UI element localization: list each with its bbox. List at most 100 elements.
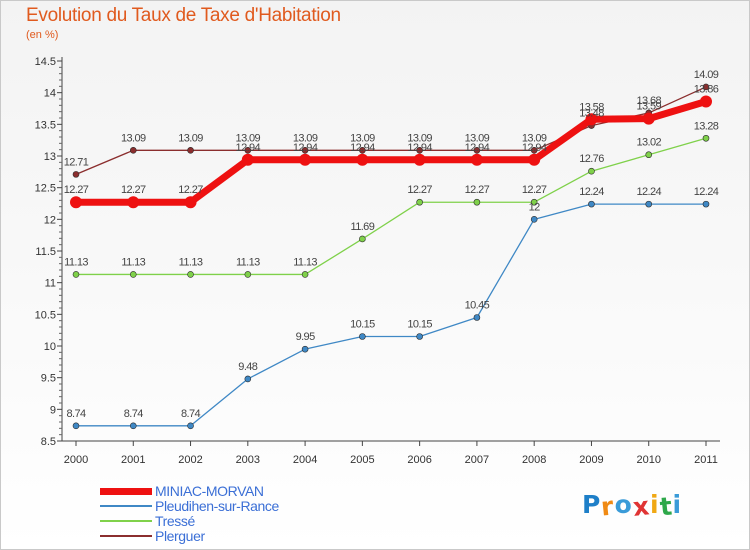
data-label-plerguer: 13.09 xyxy=(350,132,375,144)
data-point-pleudihen-sur-rance xyxy=(187,422,194,430)
data-label-plerguer: 13.09 xyxy=(293,132,318,144)
data-label-miniac-morvan: 12.94 xyxy=(350,142,375,154)
data-point-plerguer xyxy=(473,147,481,154)
x-tick-label: 2000 xyxy=(64,454,88,466)
data-point-pleudihen-sur-rance xyxy=(530,216,538,223)
data-label-plerguer: 13.09 xyxy=(522,132,547,144)
x-tick-label: 2003 xyxy=(236,454,260,466)
series-layer xyxy=(70,83,712,430)
legend-swatch xyxy=(100,535,152,537)
data-point-plerguer xyxy=(416,147,423,154)
data-label-miniac-morvan: 12.94 xyxy=(407,142,432,154)
y-tick-label: 11.5 xyxy=(35,246,56,258)
data-point-tresse xyxy=(473,198,481,206)
data-point-pleudihen-sur-rance xyxy=(416,333,423,340)
data-point-plerguer xyxy=(702,83,710,91)
data-point-miniac-morvan xyxy=(528,153,541,166)
data-point-pleudihen-sur-rance xyxy=(645,200,653,208)
data-point-pleudihen-sur-rance xyxy=(244,375,252,383)
data-label-tresse: 11.69 xyxy=(351,221,375,233)
data-label-miniac-morvan: 12.27 xyxy=(121,184,146,196)
data-point-miniac-morvan xyxy=(642,112,655,125)
data-label-miniac-morvan: 12.94 xyxy=(293,142,318,154)
data-label-miniac-morvan: 12.94 xyxy=(236,142,261,154)
y-tick-label: 14.5 xyxy=(35,56,56,68)
data-label-tresse: 12.27 xyxy=(465,184,490,196)
data-label-plerguer: 13.09 xyxy=(121,132,146,144)
data-label-plerguer: 13.09 xyxy=(236,132,261,144)
data-label-tresse: 12.27 xyxy=(407,184,432,196)
x-tick-label: 2007 xyxy=(465,454,489,466)
legend-label: Tressé xyxy=(155,513,195,529)
y-tick-label: 10.5 xyxy=(35,309,56,321)
legend-label: Pleudihen-sur-Rance xyxy=(155,498,279,514)
data-point-pleudihen-sur-rance xyxy=(359,333,366,340)
legend-item-tresse: Tressé xyxy=(100,513,360,529)
data-label-tresse: 13.02 xyxy=(636,137,661,149)
series-line-pleudihen-sur-rance xyxy=(75,203,707,427)
data-label-tresse: 11.13 xyxy=(179,256,203,268)
x-tick-label: 2011 xyxy=(694,454,718,466)
series-line-miniac-morvan xyxy=(72,98,710,206)
legend-label: Plerguer xyxy=(155,528,205,544)
data-label-tresse: 11.13 xyxy=(64,256,88,268)
axes: 8.5 9 9.5 10 10.5 11 11.5 12 12.5 13 13.5 14 14.5 200… xyxy=(35,56,720,466)
data-label-pleudihen-sur-rance: 8.74 xyxy=(181,408,200,420)
data-point-tresse xyxy=(359,235,366,243)
legend-swatch xyxy=(100,520,152,522)
data-label-tresse: 11.13 xyxy=(121,256,145,268)
data-label-pleudihen-sur-rance: 8.74 xyxy=(66,408,85,420)
data-label-pleudihen-sur-rance: 9.48 xyxy=(238,361,257,373)
data-label-plerguer: 13.68 xyxy=(636,95,661,107)
data-point-plerguer xyxy=(359,147,366,154)
data-label-plerguer: 13.09 xyxy=(407,132,432,144)
logo-letter: o xyxy=(614,490,633,519)
logo-letter: i xyxy=(672,490,683,519)
data-label-pleudihen-sur-rance: 10.15 xyxy=(407,319,432,331)
x-tick-label: 2009 xyxy=(579,454,603,466)
data-point-miniac-morvan xyxy=(700,95,712,108)
x-tick-label: 2004 xyxy=(293,454,317,466)
y-tick-label: 13.5 xyxy=(35,119,56,131)
y-tick-label: 9 xyxy=(50,404,56,416)
data-point-plerguer xyxy=(244,147,252,154)
y-tick-label: 9.5 xyxy=(41,373,56,385)
data-label-pleudihen-sur-rance: 8.74 xyxy=(124,408,143,420)
y-tick-label: 12.5 xyxy=(35,183,56,195)
data-label-pleudihen-sur-rance: 12.24 xyxy=(579,186,604,198)
value-labels: 12.71 13.09 13.09 13.09 13.09 13.09 13.09 13.09… xyxy=(64,69,720,420)
y-tick-label: 10 xyxy=(44,341,56,353)
data-point-tresse xyxy=(645,151,653,159)
x-tick-label: 2005 xyxy=(350,454,374,466)
data-point-tresse xyxy=(530,198,538,206)
data-point-tresse xyxy=(702,134,710,142)
x-tick-label: 2010 xyxy=(636,454,660,466)
data-point-plerguer xyxy=(530,147,538,154)
data-label-tresse: 11.13 xyxy=(293,256,317,268)
data-point-tresse xyxy=(301,271,309,278)
data-label-plerguer: 13.09 xyxy=(178,132,203,144)
data-label-tresse: 13.28 xyxy=(694,120,719,132)
legend-swatch xyxy=(100,488,152,495)
data-point-pleudihen-sur-rance xyxy=(473,314,481,321)
legend: MINIAC-MORVAN Pleudihen-sur-Rance Tressé Pl… xyxy=(100,483,360,544)
data-point-plerguer xyxy=(129,147,137,154)
logo-letter: t xyxy=(658,491,675,522)
data-point-plerguer xyxy=(187,147,194,154)
data-point-miniac-morvan xyxy=(299,153,312,166)
legend-item-pleudihen-sur-rance: Pleudihen-sur-Rance xyxy=(100,498,360,514)
data-point-miniac-morvan xyxy=(70,196,82,209)
data-point-tresse xyxy=(588,167,595,175)
data-point-miniac-morvan xyxy=(241,153,254,166)
data-point-pleudihen-sur-rance xyxy=(72,422,80,430)
data-point-pleudihen-sur-rance xyxy=(702,200,710,208)
y-tick-label: 11 xyxy=(45,278,56,290)
x-tick-label: 2008 xyxy=(522,454,546,466)
data-point-miniac-morvan xyxy=(127,196,140,209)
x-tick-label: 2001 xyxy=(121,454,145,466)
data-label-tresse: 11.13 xyxy=(236,256,260,268)
y-tick-label: 12 xyxy=(44,214,56,226)
data-label-miniac-morvan: 12.94 xyxy=(465,142,490,154)
data-point-pleudihen-sur-rance xyxy=(301,345,309,353)
